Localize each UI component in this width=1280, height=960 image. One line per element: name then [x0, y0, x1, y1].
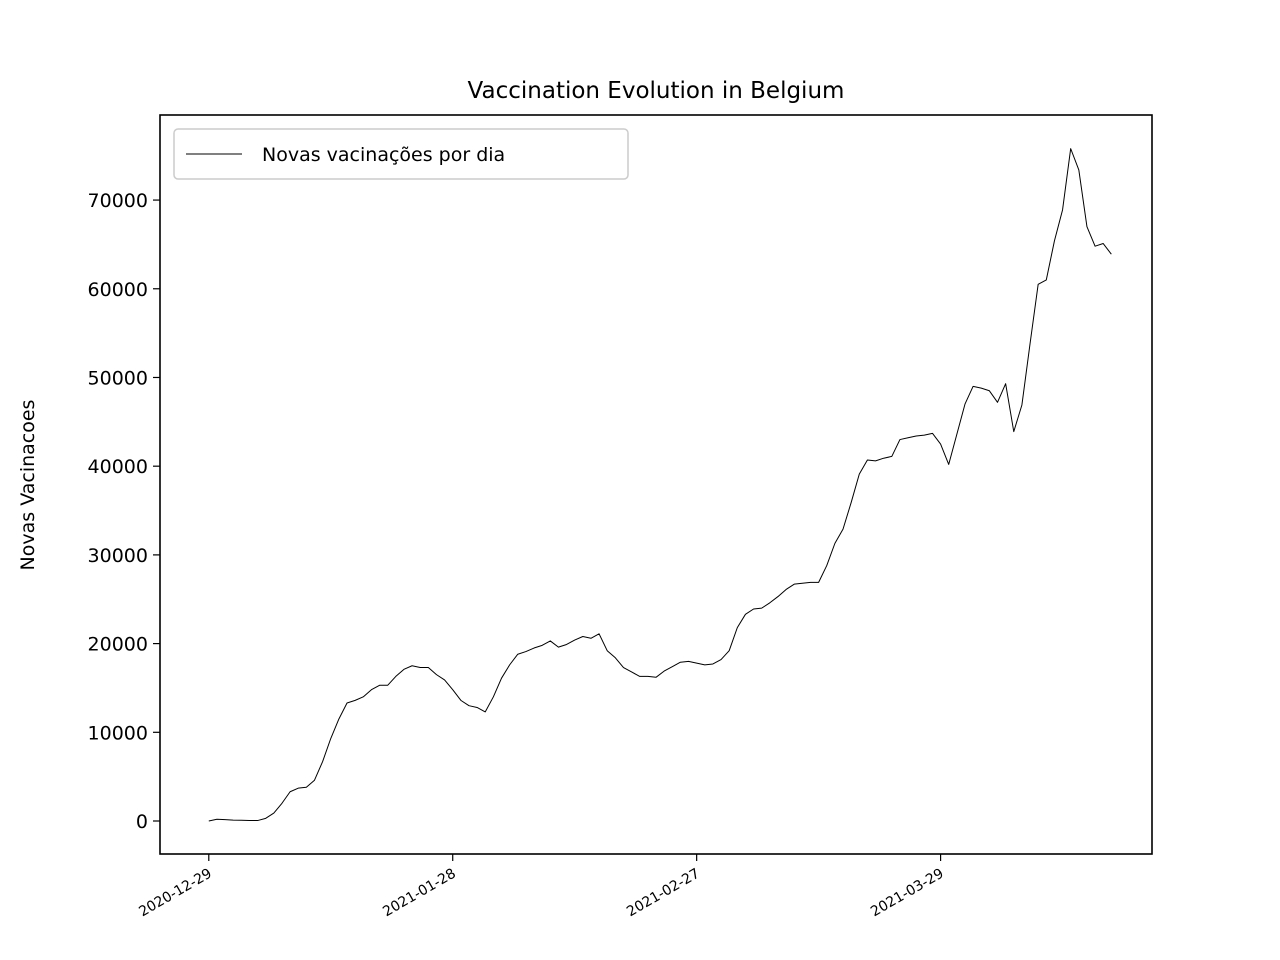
- data-line: [208, 148, 1112, 822]
- y-tick-label: 50000: [88, 367, 148, 389]
- chart-title: Vaccination Evolution in Belgium: [468, 78, 845, 104]
- y-axis-label: Novas Vacinacoes: [17, 400, 39, 571]
- y-tick-label: 10000: [88, 722, 148, 744]
- legend: Novas vacinações por dia: [173, 128, 629, 180]
- y-tick-label: 60000: [88, 279, 148, 301]
- legend-box: [173, 128, 629, 180]
- legend-label: Novas vacinações por dia: [262, 144, 505, 166]
- y-tick-label: 70000: [88, 190, 148, 212]
- y-tick-label: 0: [136, 811, 148, 833]
- y-tick-label: 40000: [88, 456, 148, 478]
- y-tick-label: 30000: [88, 545, 148, 567]
- plot-frame: [159, 114, 1153, 855]
- y-tick-label: 20000: [88, 634, 148, 656]
